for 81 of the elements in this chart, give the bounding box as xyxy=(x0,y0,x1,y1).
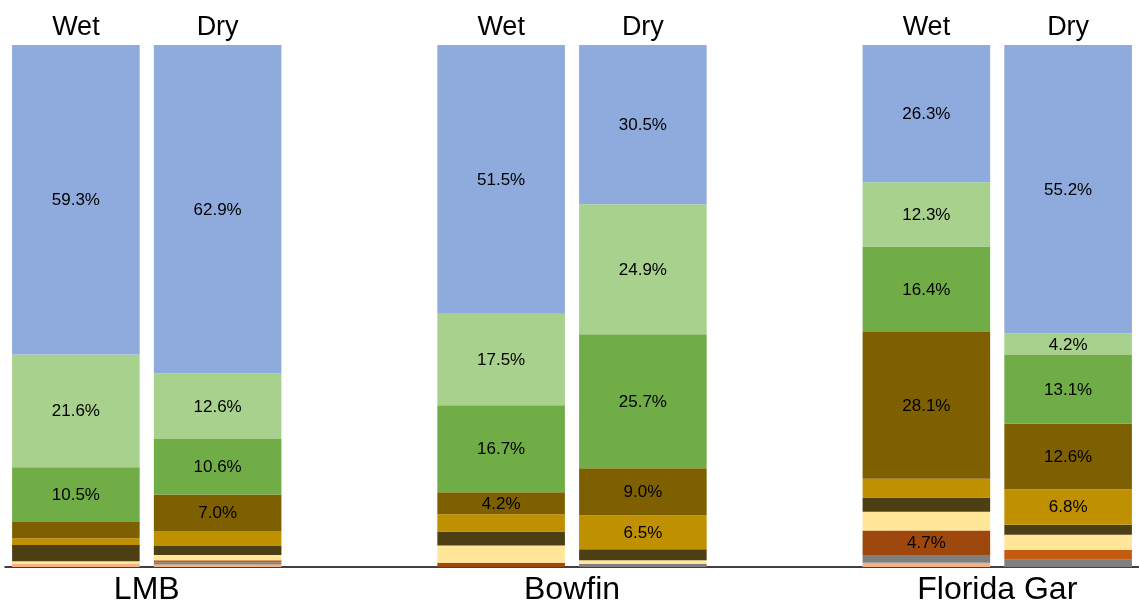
bar xyxy=(153,494,282,531)
bar xyxy=(579,468,707,516)
bar xyxy=(437,545,565,563)
data-label: 10.5% xyxy=(51,485,100,505)
bar xyxy=(862,332,991,479)
data-label: 59.3% xyxy=(51,190,100,210)
data-label: 62.9% xyxy=(193,199,242,219)
bar xyxy=(437,492,565,515)
data-label: 21.6% xyxy=(51,401,100,421)
data-label: 28.1% xyxy=(902,395,951,415)
data-label: 4.2% xyxy=(1048,334,1088,354)
data-label: 4.2% xyxy=(481,493,521,513)
bar xyxy=(153,554,282,561)
data-label: 4.7% xyxy=(907,533,946,553)
bar xyxy=(1004,423,1132,490)
bar xyxy=(579,204,707,335)
data-label: 16.4% xyxy=(902,279,951,299)
text: LMB xyxy=(113,570,180,606)
data-label: 24.9% xyxy=(618,259,667,279)
bar xyxy=(12,538,140,546)
data-label: 17.5% xyxy=(477,350,526,370)
bar xyxy=(153,373,282,440)
bar xyxy=(1004,534,1132,550)
bar xyxy=(437,562,565,567)
bar xyxy=(437,313,565,406)
data-label: 30.5% xyxy=(618,115,667,135)
data-label: 7.0% xyxy=(198,503,237,523)
bar xyxy=(579,549,707,561)
bar xyxy=(862,45,991,183)
bar xyxy=(1004,45,1132,334)
bar xyxy=(1004,489,1132,525)
bar xyxy=(153,45,282,374)
text: Bowfin xyxy=(523,570,621,606)
bar xyxy=(862,554,991,563)
bar xyxy=(1004,559,1132,567)
bar xyxy=(153,546,282,555)
data-label: 12.3% xyxy=(902,204,951,224)
bar xyxy=(1004,333,1132,356)
x-tick-label: Wet xyxy=(52,10,101,41)
bar xyxy=(1004,355,1132,424)
data-label: 26.3% xyxy=(902,104,951,124)
bar xyxy=(862,478,991,498)
bar xyxy=(437,45,565,314)
data-label: 13.1% xyxy=(1044,379,1093,399)
data-label: 16.7% xyxy=(477,439,526,459)
data-label: 12.6% xyxy=(193,396,242,416)
bar xyxy=(862,497,991,512)
x-tick-label: Dry xyxy=(196,10,240,41)
bar xyxy=(862,246,991,333)
data-label: 10.6% xyxy=(193,457,242,477)
bar xyxy=(12,354,140,468)
bar xyxy=(1004,549,1132,560)
bar xyxy=(862,530,991,555)
data-label: 6.5% xyxy=(623,522,663,542)
bar xyxy=(579,45,707,205)
bar xyxy=(437,405,565,493)
bar xyxy=(12,545,140,562)
data-label: 51.5% xyxy=(477,169,526,189)
bar xyxy=(153,530,282,547)
x-tick-label: Dry xyxy=(1047,10,1090,41)
bar xyxy=(862,562,991,567)
data-label: 9.0% xyxy=(623,482,663,502)
data-label: 55.2% xyxy=(1044,179,1093,199)
text: Florida Gar xyxy=(917,570,1078,606)
bar xyxy=(862,182,991,247)
data-label: 12.6% xyxy=(1044,446,1093,466)
bar xyxy=(862,511,991,531)
bar xyxy=(153,439,282,495)
data-label: 25.7% xyxy=(618,391,667,411)
bar xyxy=(12,467,140,523)
bar xyxy=(12,45,140,355)
bar xyxy=(437,514,565,532)
x-tick-label: Dry xyxy=(621,10,665,41)
x-tick-label: Wet xyxy=(477,10,526,41)
x-tick-label: Wet xyxy=(902,10,951,41)
bar xyxy=(12,522,140,539)
bar xyxy=(1004,524,1132,535)
bar xyxy=(579,515,707,550)
bar xyxy=(437,531,565,546)
data-label: 6.8% xyxy=(1048,497,1088,517)
bar xyxy=(579,334,707,469)
